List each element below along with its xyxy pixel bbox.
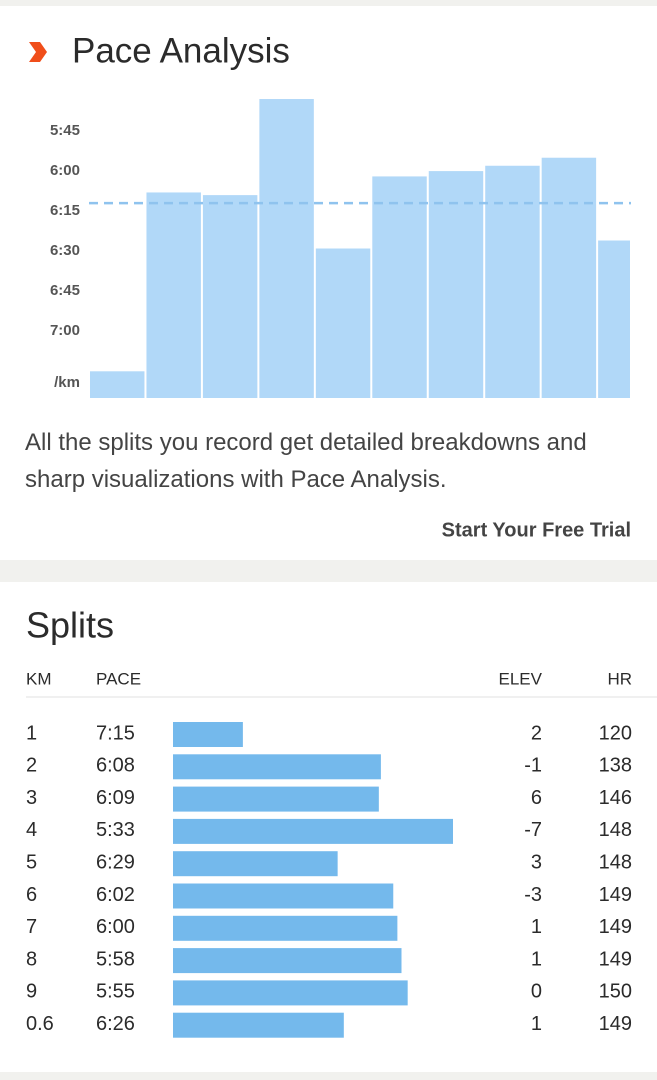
- bar: [372, 176, 427, 398]
- cell: 2: [531, 722, 542, 744]
- bar: [202, 195, 258, 398]
- cell: 5:33: [96, 819, 135, 841]
- bar: [146, 192, 201, 398]
- cell: 6:09: [96, 787, 135, 809]
- y-unit: /km: [54, 374, 80, 391]
- cell: 6:29: [96, 851, 135, 873]
- cell: 149: [599, 948, 632, 970]
- cell: 0: [531, 981, 542, 1003]
- y-tick-label: 5:45: [50, 122, 80, 139]
- cell: -1: [524, 755, 542, 777]
- pace-chart: 5:45 6:00 6:15 6:30 6:45 7:00/km: [50, 99, 631, 398]
- y-tick-label: 7:00: [50, 322, 80, 339]
- cell: 6:26: [96, 1013, 135, 1035]
- cell: 5:58: [96, 948, 135, 970]
- cell: 149: [599, 884, 632, 906]
- cell: 150: [599, 981, 632, 1003]
- pace-bar: [173, 722, 243, 747]
- cell: 120: [599, 722, 632, 744]
- y-tick-label: 6:30: [50, 242, 80, 259]
- chevron-icon: [29, 42, 47, 62]
- pace-bar: [173, 915, 398, 941]
- cell: 149: [599, 1013, 632, 1035]
- cell: 6:02: [96, 884, 135, 906]
- cell: 2: [26, 755, 37, 777]
- bar: [598, 240, 630, 398]
- cell: 1: [531, 948, 542, 970]
- cell: 1: [531, 1013, 542, 1035]
- cell: 6:08: [96, 755, 135, 777]
- cell: 9: [26, 981, 37, 1003]
- cell: 7: [26, 916, 37, 938]
- cell: 0.6: [26, 1013, 54, 1035]
- bar: [90, 371, 145, 398]
- cell: 148: [599, 819, 632, 841]
- pace-bar: [173, 948, 402, 974]
- cell: 146: [599, 787, 632, 809]
- cell: 5:55: [96, 981, 135, 1003]
- description: All the splits you record get detailed b…: [25, 429, 587, 493]
- y-tick-label: 6:15: [50, 202, 80, 219]
- cell: 6: [531, 787, 542, 809]
- splits-title: Splits: [26, 605, 114, 646]
- cell: 5: [26, 851, 37, 873]
- pace-bar: [173, 754, 381, 780]
- pace-bar: [173, 980, 408, 1006]
- pace-bar: [173, 818, 453, 844]
- cell: 149: [599, 916, 632, 938]
- pace-bar: [173, 851, 338, 877]
- column-header: ELEV: [499, 669, 543, 688]
- y-tick-label: 6:00: [50, 162, 80, 179]
- cell: 7:15: [96, 722, 135, 744]
- pace-bar: [173, 883, 394, 909]
- pace-bar: [173, 1012, 344, 1038]
- bar: [259, 99, 314, 398]
- cell: 148: [599, 851, 632, 873]
- cell: 3: [26, 787, 37, 809]
- bar: [485, 165, 540, 398]
- cell: 138: [599, 755, 632, 777]
- pace-bar: [173, 786, 379, 812]
- y-tick-label: 6:45: [50, 282, 80, 299]
- cell: 1: [531, 916, 542, 938]
- cell: 4: [26, 819, 37, 841]
- cell: 6:00: [96, 916, 135, 938]
- cta-link[interactable]: Start Your Free Trial: [442, 519, 631, 541]
- column-header: HR: [607, 669, 632, 688]
- bar: [428, 171, 484, 398]
- bar: [541, 157, 597, 398]
- card-title: Pace Analysis: [72, 31, 290, 70]
- cell: 6: [26, 884, 37, 906]
- cell: 1: [26, 722, 37, 744]
- cell: -7: [524, 819, 542, 841]
- bar: [315, 248, 371, 398]
- column-header: PACE: [96, 669, 141, 688]
- cell: -3: [524, 884, 542, 906]
- description-box: All the splits you record get detailed b…: [25, 429, 587, 493]
- cell: 3: [531, 851, 542, 873]
- column-header: KM: [26, 669, 52, 688]
- cell: 8: [26, 948, 37, 970]
